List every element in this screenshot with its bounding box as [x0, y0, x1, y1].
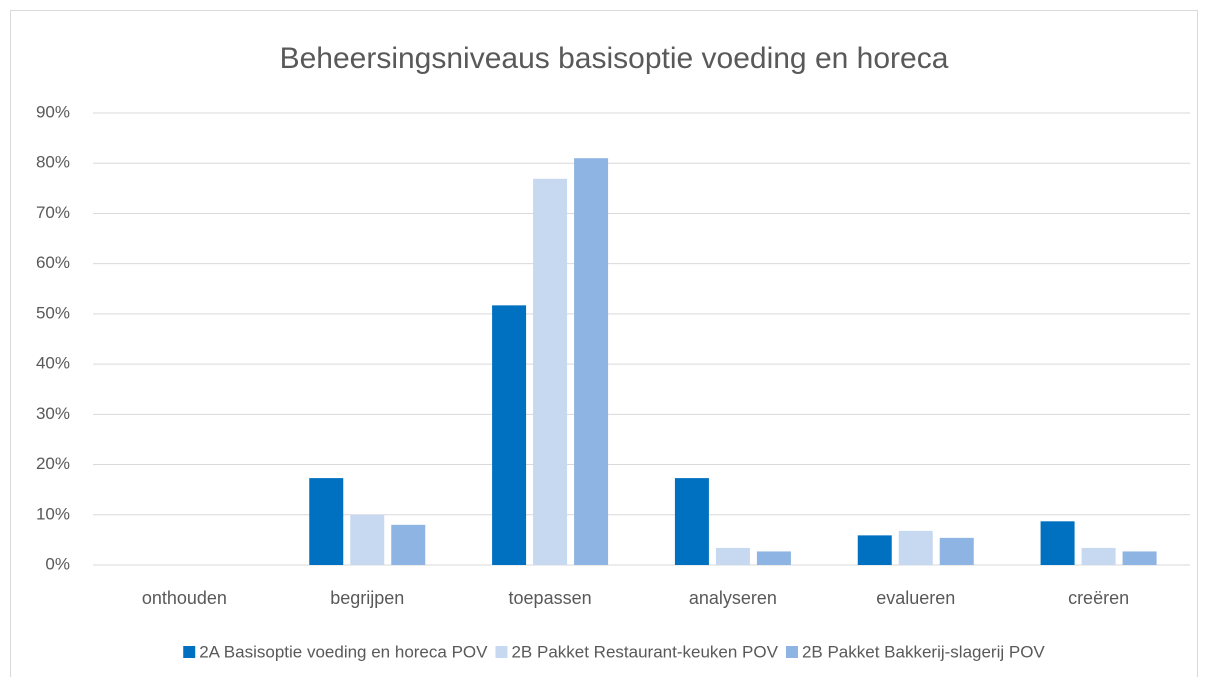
- bar: [898, 530, 933, 565]
- bar: [533, 178, 568, 565]
- x-tick-label: analyseren: [689, 588, 777, 608]
- y-tick-label: 70%: [36, 203, 70, 222]
- bar: [1040, 521, 1075, 565]
- y-tick-label: 0%: [45, 554, 70, 573]
- x-tick-label: creëren: [1068, 588, 1129, 608]
- legend-swatch: [495, 646, 508, 658]
- bar: [674, 478, 709, 565]
- bar: [391, 524, 426, 565]
- y-tick-label: 60%: [36, 253, 70, 272]
- legend-label: 2B Pakket Restaurant-keuken POV: [511, 642, 778, 661]
- y-tick-label: 50%: [36, 303, 70, 322]
- bar: [1081, 547, 1116, 565]
- legend-label: 2A Basisoptie voeding en horeca POV: [199, 642, 488, 661]
- x-tick-label: onthouden: [142, 588, 227, 608]
- bar: [756, 551, 791, 565]
- bar: [492, 305, 527, 565]
- y-tick-label: 90%: [36, 102, 70, 121]
- bar: [350, 514, 385, 565]
- legend-label: 2B Pakket Bakkerij-slagerij POV: [802, 642, 1045, 661]
- y-tick-label: 40%: [36, 354, 70, 373]
- y-tick-label: 80%: [36, 153, 70, 172]
- y-tick-label: 10%: [36, 504, 70, 523]
- x-tick-label: toepassen: [509, 588, 592, 608]
- x-tick-label: evalueren: [876, 588, 955, 608]
- bar: [1122, 551, 1157, 565]
- legend-swatch: [183, 646, 196, 658]
- y-tick-label: 20%: [36, 454, 70, 473]
- bar: [715, 547, 750, 565]
- bar: [574, 158, 609, 565]
- bar: [939, 537, 974, 565]
- chart-title: Beheersingsniveaus basisoptie voeding en…: [280, 42, 949, 75]
- legend-swatch: [785, 646, 798, 658]
- x-tick-label: begrijpen: [330, 588, 404, 608]
- bar: [309, 478, 344, 565]
- bar: [857, 535, 892, 565]
- y-tick-label: 30%: [36, 404, 70, 423]
